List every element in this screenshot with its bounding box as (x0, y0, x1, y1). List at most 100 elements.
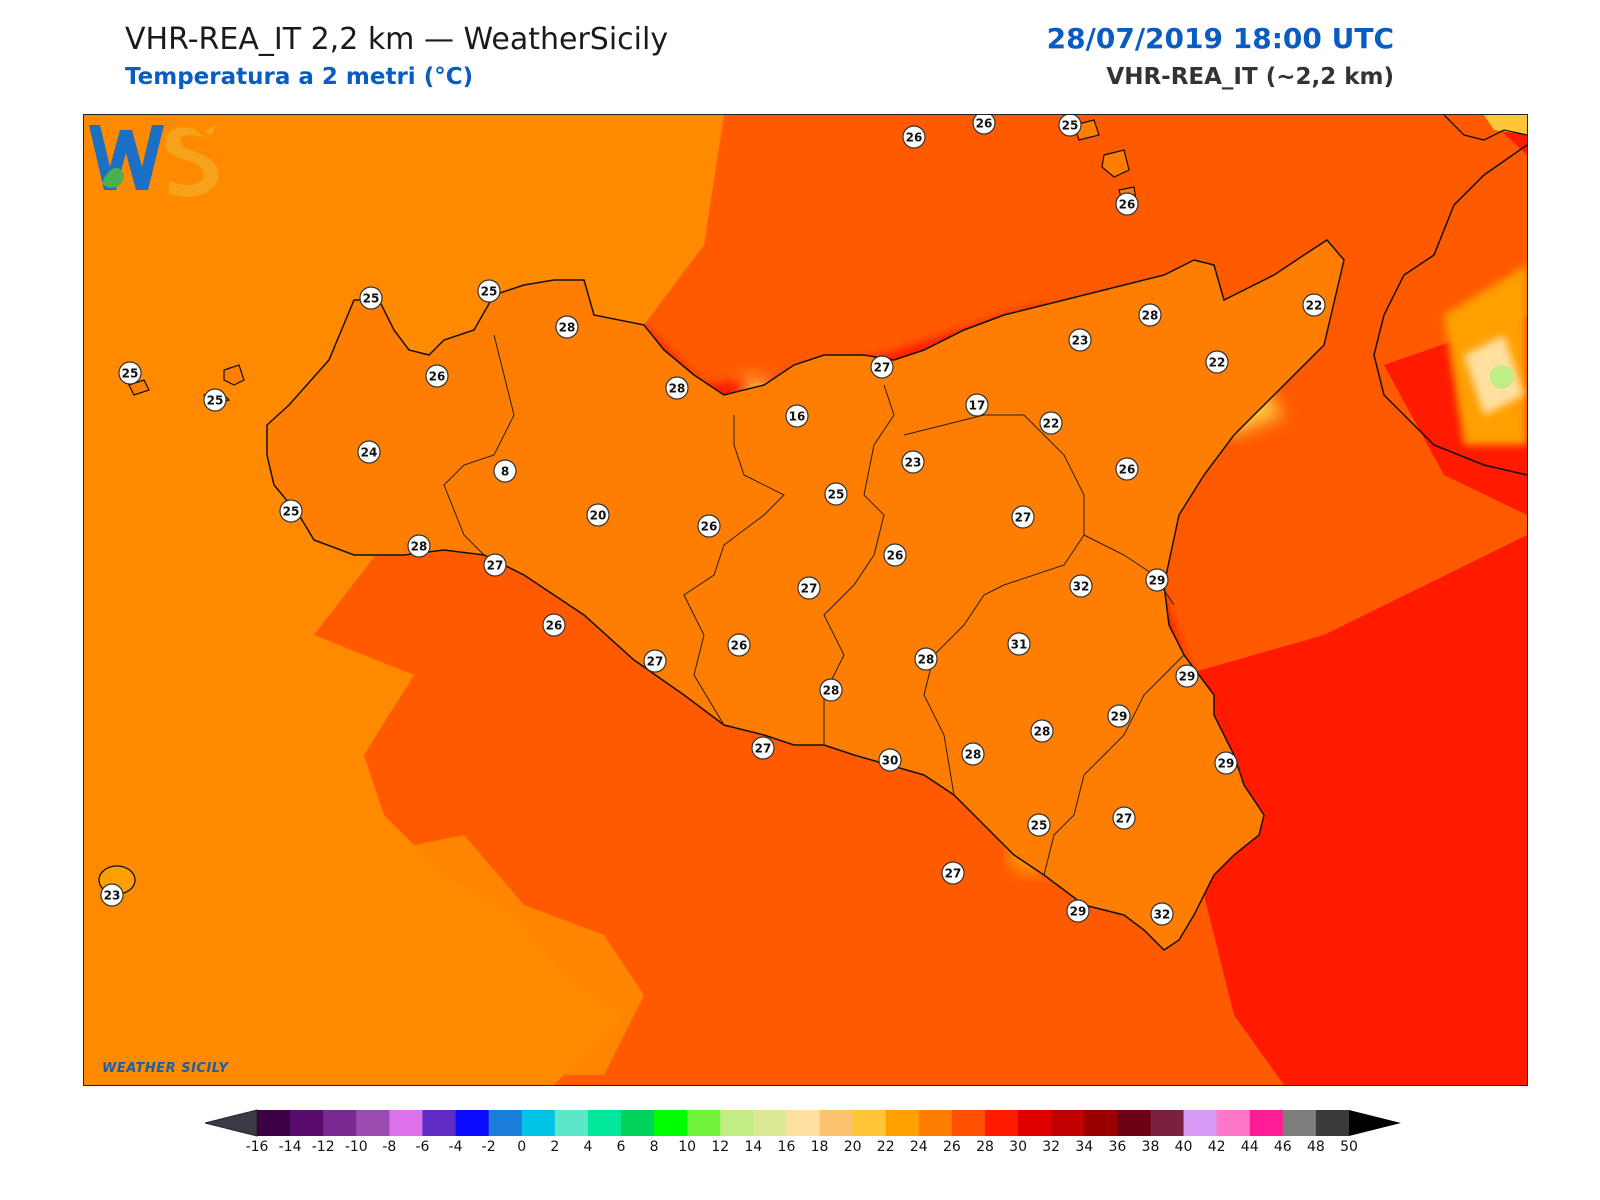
label-marker (1069, 574, 1093, 598)
label-value: 22 (1043, 417, 1060, 431)
colorbar-cell (985, 1110, 1019, 1136)
label-value: 23 (905, 456, 922, 470)
colorbar-cell (554, 1110, 589, 1136)
label-value: 27 (647, 655, 664, 669)
colorbar-tick-label: 10 (678, 1139, 697, 1155)
label-marker (902, 125, 926, 149)
colorbar-tick-label: -8 (382, 1139, 397, 1155)
label-marker (751, 736, 775, 760)
temperature-point-label: 32 (1069, 574, 1093, 598)
colorbar-cell (422, 1110, 457, 1136)
model-name: VHR-REA_IT (~2,2 km) (1106, 64, 1394, 90)
temperature-point-label: 29 (1066, 899, 1090, 923)
temperature-point-label: 22 (1302, 293, 1326, 317)
colorbar-tick-label: -12 (311, 1139, 335, 1155)
temperature-point-label: 25 (477, 279, 501, 303)
label-value: 22 (1209, 356, 1226, 370)
label-marker (203, 388, 227, 412)
label-value: 29 (1218, 757, 1235, 771)
colorbar-tick-label: 34 (1075, 1139, 1094, 1155)
colorbar-cell (356, 1110, 390, 1136)
colorbar-cell (1282, 1110, 1317, 1136)
colorbar-tick-label: 48 (1306, 1139, 1325, 1155)
label-marker (914, 647, 938, 671)
temperature-point-label: 27 (483, 553, 507, 577)
temperature-point-label: 23 (901, 450, 925, 474)
label-value: 25 (207, 394, 224, 408)
label-marker (1115, 457, 1139, 481)
label-value: 26 (731, 639, 748, 653)
label-value: 26 (1119, 463, 1136, 477)
colorbar-cell (1150, 1110, 1185, 1136)
label-marker (425, 364, 449, 388)
colorbar-tick-labels: -16 -14 -12 -10 -8 -6 -4 -2 0 2 4 6 8 10 12 14 16 18 20 22 2… (0, 1139, 1600, 1159)
colorbar-cell (1315, 1110, 1350, 1136)
label-value: 28 (411, 540, 428, 554)
colorbar-tick-label: 4 (583, 1139, 593, 1155)
temperature-point-label: 26 (425, 364, 449, 388)
temperature-point-label: 26 (727, 633, 751, 657)
label-marker (586, 503, 610, 527)
label-marker (1214, 751, 1238, 775)
temperature-point-label: 28 (914, 647, 938, 671)
label-value: 30 (882, 754, 899, 768)
colorbar-cell (323, 1110, 357, 1136)
temperature-point-label: 22 (1039, 411, 1063, 435)
temperature-point-label: 28 (555, 315, 579, 339)
colorbar-tick-label: -2 (481, 1139, 496, 1155)
temperature-point-label: 26 (902, 125, 926, 149)
label-marker (1150, 902, 1174, 926)
colorbar-tick-label: -6 (415, 1139, 430, 1155)
colorbar-cell (687, 1110, 721, 1136)
colorbar-tick-label: 28 (976, 1139, 994, 1155)
label-marker (542, 613, 566, 637)
label-marker (883, 543, 907, 567)
colorbar-tick-label: 0 (517, 1139, 527, 1155)
temperature-point-label: 29 (1214, 751, 1238, 775)
calabria-coastline-north (1443, 115, 1527, 141)
label-value: 29 (1179, 670, 1196, 684)
temperature-point-label: 17 (965, 393, 989, 417)
label-value: 27 (945, 867, 962, 881)
label-marker (901, 450, 925, 474)
label-value: 28 (1034, 725, 1051, 739)
colorbar-tick-label: 18 (810, 1139, 829, 1155)
label-marker (1205, 350, 1229, 374)
colorbar-tick-label: 50 (1340, 1139, 1358, 1155)
colorbar-tick-label: 38 (1141, 1139, 1160, 1155)
colorbar-tick-label: 40 (1174, 1139, 1193, 1155)
weathersicily-ws-logo (89, 125, 219, 197)
valid-datetime: 28/07/2019 18:00 UTC (1046, 22, 1394, 55)
temperature-point-label: 26 (1115, 457, 1139, 481)
colorbar-tick-label: -10 (344, 1139, 368, 1155)
label-value: 17 (969, 399, 986, 413)
label-marker (643, 649, 667, 673)
label-marker (279, 499, 303, 523)
colorbar-tick-label: 46 (1273, 1139, 1292, 1155)
temperature-point-label: 28 (1030, 719, 1054, 743)
colorbar-tick-label: -4 (448, 1139, 463, 1155)
temperature-point-label: 23 (1068, 328, 1092, 352)
colorbar-tick-label: 32 (1042, 1139, 1061, 1155)
label-value: 27 (487, 559, 504, 573)
label-marker (1145, 568, 1169, 592)
label-marker (665, 376, 689, 400)
temperature-point-label: 27 (1011, 505, 1035, 529)
temperature-point-label: 29 (1175, 664, 1199, 688)
label-marker (1027, 813, 1051, 837)
temperature-point-label: 16 (785, 404, 809, 428)
temperature-point-label: 29 (1107, 704, 1131, 728)
label-marker (1138, 303, 1162, 327)
label-marker (697, 514, 721, 538)
label-value: 25 (363, 292, 380, 306)
temperature-point-label: 25 (824, 482, 848, 506)
colorbar-cell (819, 1110, 854, 1136)
temperature-point-label: 32 (1150, 902, 1174, 926)
colorbar-tick-label: 20 (843, 1139, 862, 1155)
label-marker (100, 883, 124, 907)
colorbar-cell (753, 1110, 787, 1136)
temperature-point-label: 27 (870, 355, 894, 379)
label-marker (785, 404, 809, 428)
colorbar-cell (1018, 1110, 1052, 1136)
label-value: 29 (1111, 710, 1128, 724)
